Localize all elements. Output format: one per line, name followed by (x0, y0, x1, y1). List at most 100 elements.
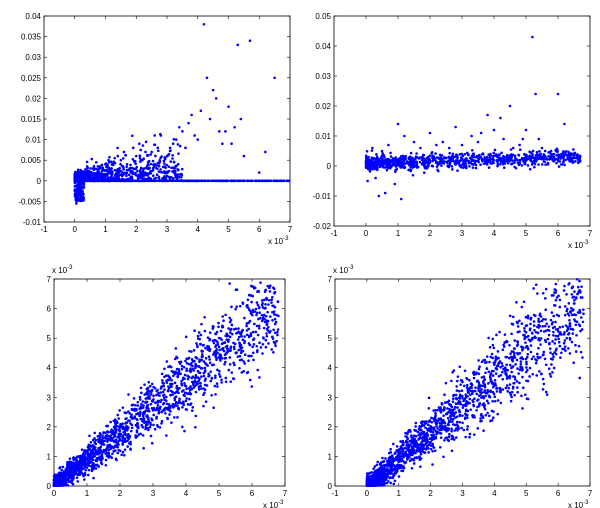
scatter-point (136, 169, 139, 173)
scatter-point (87, 459, 91, 463)
scatter-point (257, 179, 260, 183)
scatter-point (389, 481, 393, 485)
x-tick-label: 0 (52, 489, 57, 498)
scatter-point (175, 371, 179, 375)
scatter-point (249, 310, 252, 313)
scatter-point (99, 461, 103, 464)
scatter-point (109, 439, 112, 442)
x-multiplier-exponent: -3 (583, 240, 589, 246)
scatter-point (122, 178, 125, 181)
scatter-point (456, 169, 459, 172)
x-tick-label: 3 (460, 489, 465, 498)
scatter-point (76, 480, 79, 483)
scatter-point (261, 352, 264, 355)
scatter-point (188, 349, 191, 353)
y-tick-label: 0.04 (25, 12, 41, 21)
scatter-point (163, 162, 166, 165)
scatter-point (377, 194, 381, 198)
scatter-point (257, 289, 260, 293)
scatter-point (274, 344, 277, 347)
scatter-point (79, 174, 83, 178)
scatter-point (552, 314, 556, 318)
scatter-point (187, 121, 190, 125)
scatter-point (511, 387, 515, 390)
scatter-point (98, 165, 102, 168)
scatter-point (496, 163, 500, 166)
scatter-point (118, 169, 122, 173)
scatter-point (160, 372, 164, 376)
scatter-point (372, 164, 375, 168)
scatter-point (111, 452, 114, 456)
scatter-point (220, 381, 223, 384)
scatter-point (67, 474, 71, 477)
scatter-point (529, 350, 533, 354)
scatter-point (243, 335, 246, 338)
scatter-point (87, 468, 91, 472)
scatter-point (117, 173, 121, 176)
scatter-point (430, 164, 434, 168)
scatter-point (262, 336, 265, 339)
scatter-point (107, 170, 111, 174)
y-tick-label: 7 (328, 275, 333, 284)
scatter-point (167, 408, 171, 412)
scatter-point (440, 154, 444, 157)
scatter-point (519, 363, 523, 366)
scatter-point (409, 160, 413, 164)
y-tick-label: 2 (47, 423, 52, 432)
scatter-point (219, 329, 223, 333)
scatter-point (95, 167, 98, 171)
scatter-point (518, 160, 522, 164)
scatter-point (171, 177, 175, 180)
scatter-point (194, 373, 198, 377)
scatter-point (215, 382, 219, 385)
scatter-point (243, 353, 247, 357)
x-tick-label: 1 (103, 225, 108, 234)
scatter-point (534, 156, 538, 159)
scatter-point (568, 157, 572, 160)
scatter-point (174, 138, 178, 141)
scatter-point (502, 137, 505, 141)
scatter-point (169, 160, 173, 163)
y-tick-label: 2 (328, 423, 333, 432)
scatter-point (227, 368, 231, 372)
scatter-point (184, 359, 187, 363)
scatter-point (71, 482, 75, 486)
scatter-point (488, 375, 492, 379)
scatter-point (579, 329, 582, 333)
scatter-point (146, 389, 150, 392)
y-tick-label: 0.03 (315, 72, 331, 81)
scatter-point (176, 375, 179, 378)
x-multiplier-label: x 10-3 (263, 500, 284, 508)
scatter-point (414, 155, 418, 158)
scatter-point (66, 483, 70, 487)
scatter-point (385, 168, 389, 172)
scatter-point (144, 140, 148, 144)
scatter-point (201, 344, 205, 347)
scatter-point (78, 188, 82, 191)
scatter-point (208, 331, 212, 334)
scatter-point (183, 373, 187, 377)
scatter-point (377, 162, 381, 165)
scatter-point (496, 160, 499, 164)
scatter-point (466, 425, 469, 428)
scatter-point (564, 150, 568, 153)
scatter-point (97, 465, 101, 468)
scatter-point (531, 35, 534, 39)
scatter-point (142, 157, 146, 161)
scatter-point (175, 177, 179, 181)
scatter-point (141, 179, 145, 183)
scatter-point (257, 317, 260, 321)
scatter-point (220, 378, 223, 382)
scatter-point (161, 171, 165, 174)
scatter-point (508, 104, 512, 108)
scatter-point (75, 178, 78, 181)
scatter-point (427, 396, 431, 400)
scatter-point (459, 163, 463, 167)
scatter-point (129, 447, 132, 451)
scatter-point (276, 333, 279, 337)
scatter-point (253, 286, 257, 290)
scatter-point (389, 166, 392, 170)
scatter-point (149, 153, 153, 156)
scatter-point (580, 316, 583, 319)
x-tick-label: 3 (460, 229, 465, 238)
